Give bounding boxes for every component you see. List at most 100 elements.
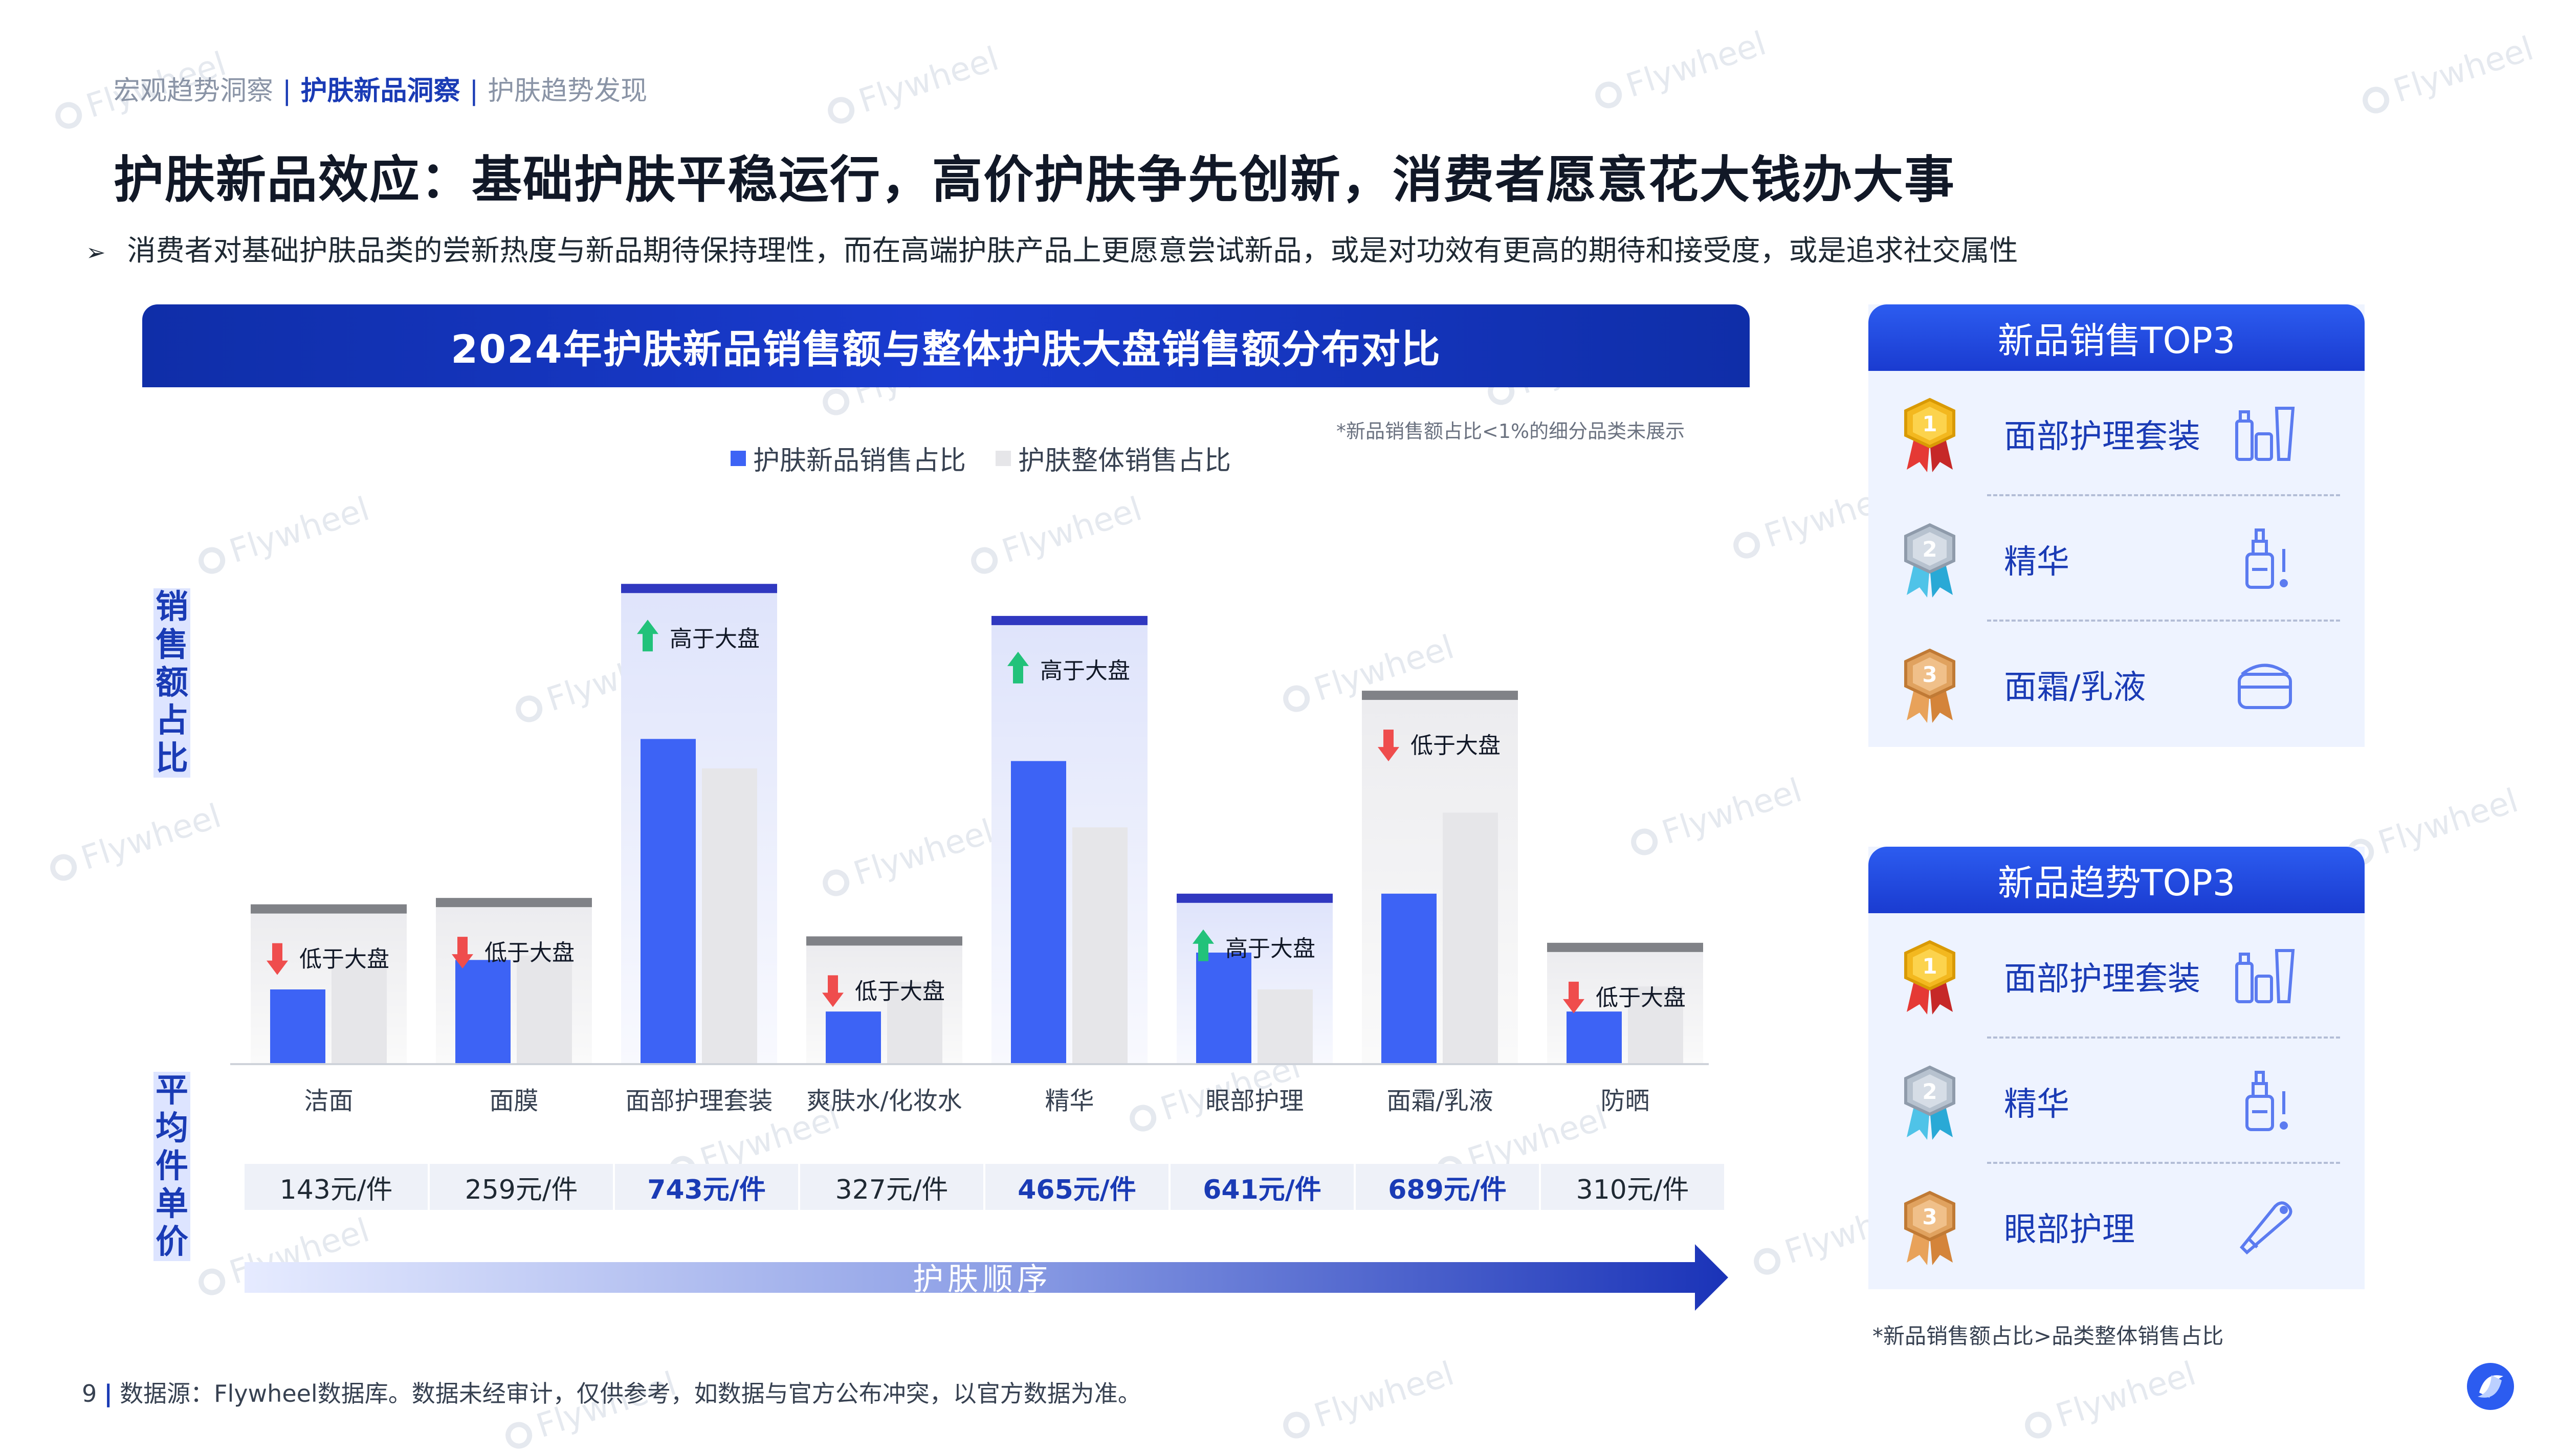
- y-axis-label-char: 平: [156, 1072, 188, 1110]
- eye-care-tube-icon: [2239, 1201, 2292, 1254]
- bar-new: [826, 1011, 881, 1063]
- legend-swatch-overall: [996, 450, 1011, 466]
- bar-overall: [332, 960, 387, 1063]
- y-axis-label-char: 额: [156, 664, 188, 702]
- breadcrumb-separator: |: [282, 76, 292, 106]
- avg-price-cell: 465元/件: [985, 1164, 1168, 1210]
- bar-new: [1567, 1011, 1622, 1063]
- card-item-label: 面霜/乳液: [2004, 668, 2146, 707]
- y-axis-label-char: 售: [156, 626, 188, 664]
- card-sales-top3: 新品销售TOP3 1 面部护理套装 2 精华 3 面霜/乳液: [1868, 304, 2365, 747]
- category-tick-label: 精华: [1045, 1087, 1094, 1115]
- avg-price-cell: 310元/件: [1541, 1164, 1724, 1210]
- gold-medal-icon: 1: [1904, 940, 1955, 1014]
- card-title: 新品趋势TOP3: [1868, 847, 2365, 913]
- bronze-medal-icon: 3: [1904, 648, 1955, 723]
- breadcrumb-separator: |: [469, 76, 479, 106]
- bar-new: [1011, 761, 1066, 1063]
- bullet-arrow-icon: ➢: [86, 238, 106, 266]
- cream-jar-icon: [2238, 664, 2292, 709]
- card-item-label: 眼部护理: [2004, 1210, 2135, 1249]
- avg-price-cell: 689元/件: [1356, 1164, 1539, 1210]
- card-row: 3 面霜/乳液: [1868, 622, 2365, 747]
- breadcrumb-item-new-products[interactable]: 护肤新品洞察: [300, 76, 460, 106]
- watermark-text: Flywheel: [1590, 25, 1771, 116]
- y-axis-label-char: 占: [156, 702, 188, 740]
- comparison-label: 低于大盘: [299, 946, 389, 973]
- bar-overall: [517, 955, 572, 1063]
- avg-price-cell: 259元/件: [430, 1164, 613, 1210]
- chart-footnote: *新品销售额占比<1%的细分品类未展示: [1336, 420, 1685, 443]
- medal-rank: 3: [1922, 1204, 1937, 1229]
- category-tick-label: 洁面: [304, 1087, 353, 1115]
- bar-overall: [702, 768, 757, 1063]
- bar-new: [270, 989, 325, 1063]
- y-axis-label-char: 件: [156, 1148, 188, 1185]
- bar-new: [641, 739, 696, 1063]
- category-tick-label: 面膜: [489, 1087, 538, 1115]
- comparison-label: 高于大盘: [1225, 936, 1315, 962]
- medal-rank: 1: [1922, 411, 1937, 436]
- y-axis-label-char: 比: [156, 740, 188, 778]
- y-axis-label-char: 单: [156, 1185, 188, 1223]
- legend-item-new: 护肤新品销售占比: [731, 439, 966, 477]
- highlight-column-cap: [1547, 942, 1703, 952]
- avg-price-cell: 327元/件: [800, 1164, 983, 1210]
- category-tick-label: 眼部护理: [1205, 1087, 1304, 1115]
- card-item-label: 面部护理套装: [2004, 417, 2200, 456]
- medal-rank: 2: [1922, 1079, 1937, 1104]
- skincare-set-icon: [2235, 948, 2295, 1003]
- medal-rank: 2: [1922, 537, 1937, 562]
- footer: 9 | 数据源：Flywheel数据库。数据未经审计，仅供参考，如数据与官方公布冲突…: [82, 1375, 1141, 1409]
- legend-swatch-new: [731, 450, 746, 466]
- comparison-label: 低于大盘: [855, 978, 945, 1004]
- avg-price-cell: 743元/件: [615, 1164, 798, 1210]
- down-arrow-icon: [452, 937, 473, 969]
- medal-rank: 1: [1922, 954, 1937, 979]
- page-title: 护肤新品效应：基础护肤平稳运行，高价护肤争先创新，消费者愿意花大钱办大事: [114, 151, 1956, 209]
- data-source: 数据源：Flywheel数据库。数据未经审计，仅供参考，如数据与官方公布冲突，以…: [120, 1380, 1141, 1407]
- legend-label-new: 护肤新品销售占比: [753, 446, 966, 476]
- comparison-label: 高于大盘: [670, 626, 760, 652]
- card-row: 3 眼部护理: [1868, 1164, 2365, 1289]
- highlight-column-cap: [436, 898, 592, 908]
- watermark-text: Flywheel: [2357, 30, 2538, 121]
- y-axis-label-char: 均: [156, 1110, 188, 1148]
- down-arrow-icon: [822, 975, 844, 1007]
- breadcrumb-item-macro[interactable]: 宏观趋势洞察: [114, 76, 274, 106]
- up-arrow-icon: [637, 620, 658, 652]
- comparison-label: 低于大盘: [1410, 733, 1501, 759]
- order-arrow-icon: [245, 1244, 1728, 1311]
- category-tick-label: 面部护理套装: [625, 1087, 773, 1115]
- card-trend-top3: 新品趋势TOP3 1 面部护理套装 2 精华 3 眼部护理: [1868, 847, 2365, 1289]
- footer-separator: |: [104, 1380, 113, 1407]
- bar-overall: [1628, 986, 1683, 1063]
- bar-overall: [1258, 989, 1313, 1063]
- highlight-column-cap: [1177, 893, 1333, 903]
- highlight-column-cap: [991, 615, 1148, 625]
- bar-overall: [1072, 827, 1128, 1063]
- highlight-column-cap: [1362, 691, 1518, 700]
- category-tick-label: 爽肤水/化妆水: [806, 1087, 962, 1115]
- bullet-text: 消费者对基础护肤品类的尝新热度与新品期待保持理性，而在高端护肤产品上更愿意尝试新…: [127, 234, 2018, 268]
- page-number: 9: [82, 1380, 97, 1407]
- watermark-text: Flywheel: [45, 797, 226, 888]
- card-divider: [1987, 1036, 2340, 1039]
- breadcrumb-item-trends[interactable]: 护肤趋势发现: [488, 76, 648, 106]
- bar-new: [1381, 893, 1437, 1063]
- medal-rank: 3: [1922, 662, 1937, 687]
- y-axis-label-share: 销售额占比: [153, 588, 190, 778]
- card-item-label: 精华: [2004, 543, 2069, 581]
- bar-overall: [887, 982, 942, 1063]
- breadcrumb: 宏观趋势洞察 | 护肤新品洞察 | 护肤趋势发现: [114, 69, 647, 107]
- avg-price-cell: 641元/件: [1171, 1164, 1354, 1210]
- chart-legend: 护肤新品销售占比 护肤整体销售占比: [731, 439, 1261, 477]
- up-arrow-icon: [1193, 929, 1214, 961]
- down-arrow-icon: [1563, 981, 1584, 1013]
- category-tick-label: 防晒: [1600, 1087, 1649, 1115]
- chart-panel-title: 2024年护肤新品销售额与整体护肤大盘销售额分布对比: [142, 304, 1750, 387]
- order-arrow-label: 护肤顺序: [913, 1262, 1052, 1297]
- watermark-text: Flywheel: [1277, 1355, 1459, 1446]
- flywheel-logo-icon: [2467, 1363, 2514, 1410]
